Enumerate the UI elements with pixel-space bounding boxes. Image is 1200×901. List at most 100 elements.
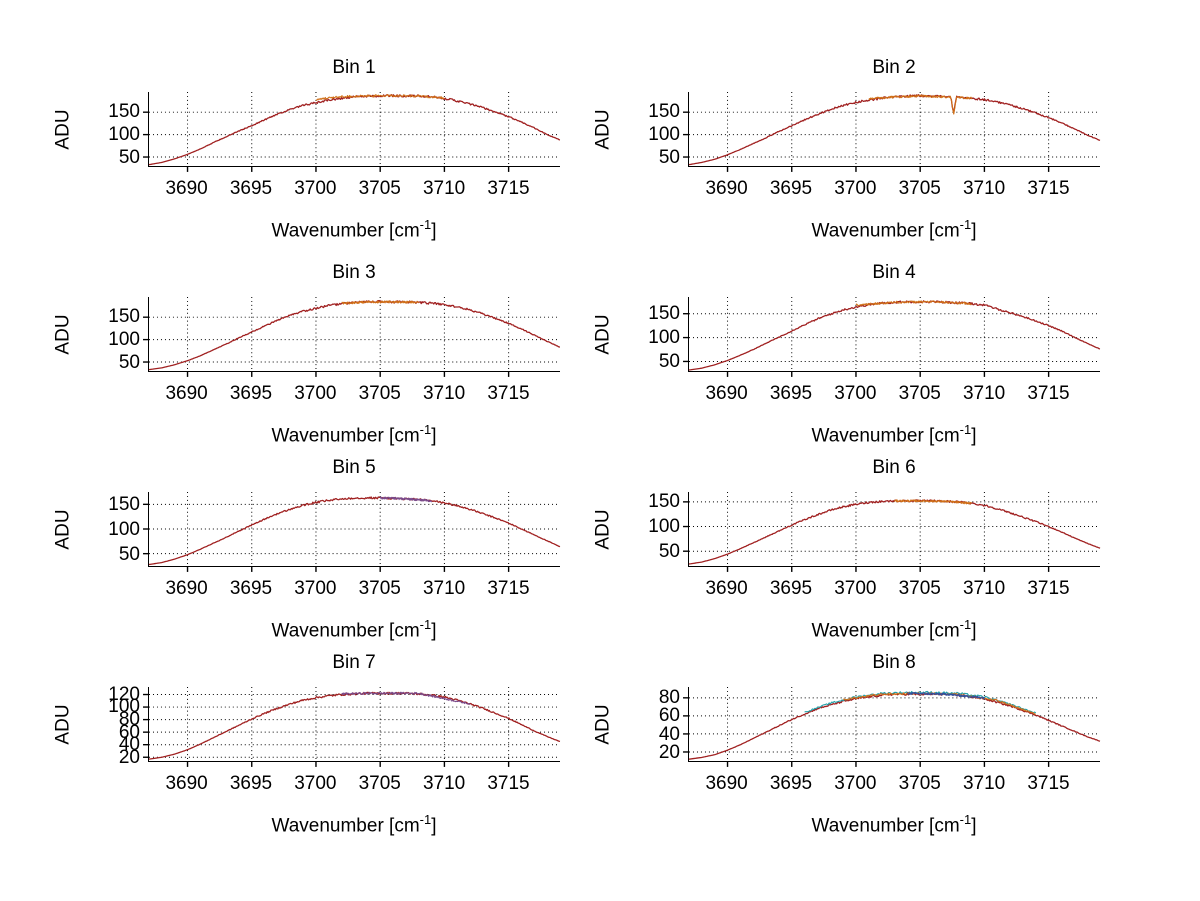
y-tick-label: 50 [658,146,680,168]
x-axis-label-bracket: ] [971,815,977,837]
y-tick-label: 150 [648,101,680,123]
data-traces-1 [148,94,561,166]
x-tick-label: 3710 [422,578,466,599]
x-tick-label: 3715 [1027,773,1070,794]
series-trace-orange [315,94,445,101]
y-tick-label: 80 [118,709,140,731]
x-axis-label-text: Wavenumber [cm [811,220,960,242]
plot-area-2 [683,92,1101,172]
y-tick-label: 150 [648,491,680,512]
x-axis-label: Wavenumber [cm-1] [688,810,1100,835]
y-tick-label: 60 [658,705,680,727]
y-tick-label: 40 [658,723,680,745]
x-tick-label: 3695 [229,578,273,599]
series-trace-orange [855,300,972,307]
series-trace-blue [907,691,985,700]
x-tick-label: 3715 [1027,578,1070,599]
x-tick-label: 3710 [962,383,1006,404]
x-axis-label-exponent: -1 [959,422,972,437]
x-axis-label-exponent: -1 [419,617,432,632]
x-tick-label: 3700 [294,578,337,599]
series-trace-purple [379,496,433,503]
y-tick-label: 20 [658,741,680,763]
panel-title-7: Bin 7 [332,652,376,673]
x-axis-label-exponent: -1 [419,812,432,827]
data-traces-6 [688,499,1101,565]
y-tick-label: 150 [108,493,140,515]
axes-frame-2 [683,92,1101,172]
x-tick-label: 3710 [422,773,466,794]
x-tick-label: 3695 [229,178,273,199]
panel-title-8: Bin 8 [872,652,916,673]
y-tick-label: 100 [108,696,140,718]
y-tick-label: 50 [658,541,680,562]
plot-area-7 [143,687,561,767]
data-traces-7 [148,691,561,760]
y-tick-label: 50 [118,351,140,373]
series-trace-red [688,692,1101,760]
x-tick-label: 3700 [834,383,877,404]
y-tick-label: 100 [648,327,680,349]
axes-frame-5 [143,492,561,572]
x-tick-label: 3715 [487,773,530,794]
x-tick-label: 3700 [294,773,337,794]
axes-frame-7 [143,687,561,767]
x-tick-label: 3690 [705,178,748,199]
x-axis-label-exponent: -1 [959,217,972,232]
series-trace-orange [868,94,973,115]
y-tick-label: 80 [658,686,680,708]
gridlines-8 [683,687,1100,767]
x-tick-label: 3690 [165,178,208,199]
panel-title-5: Bin 5 [332,457,376,478]
data-traces-2 [688,94,1101,166]
y-tick-label: 100 [648,516,680,537]
y-tick-label: 100 [108,124,140,146]
x-axis-label-text: Wavenumber [cm [811,425,960,447]
x-axis-label-text: Wavenumber [cm [811,815,960,837]
x-axis-label-text: Wavenumber [cm [811,620,960,642]
x-tick-label: 3695 [769,383,813,404]
plot-area-6 [683,492,1101,572]
x-tick-label: 3695 [229,383,273,404]
x-tick-label: 3715 [487,178,530,199]
y-tick-label: 100 [108,518,140,540]
x-axis-label-exponent: -1 [419,217,432,232]
gridlines-5 [143,492,560,572]
y-tick-label: 100 [648,124,680,146]
y-tick-label: 50 [118,146,140,168]
x-axis-label: Wavenumber [cm-1] [688,215,1100,240]
x-tick-label: 3690 [165,578,208,599]
x-axis-label-text: Wavenumber [cm [271,815,420,837]
x-axis-label-exponent: -1 [959,812,972,827]
x-axis-label: Wavenumber [cm-1] [688,420,1100,445]
x-tick-label: 3695 [769,178,813,199]
series-trace-orange [341,300,420,305]
x-tick-label: 3690 [705,578,748,599]
series-trace-red [148,496,561,566]
plot-area-4 [683,297,1101,377]
axes-frame-3 [143,297,561,377]
x-axis-label: Wavenumber [cm-1] [148,615,560,640]
y-tick-label: 20 [118,747,140,769]
x-tick-label: 3700 [834,578,877,599]
x-tick-label: 3700 [294,178,337,199]
x-tick-label: 3710 [422,178,466,199]
x-tick-label: 3690 [705,383,748,404]
gridlines-1 [143,92,560,172]
x-tick-label: 3695 [769,773,813,794]
y-tick-label: 150 [108,306,140,328]
x-tick-label: 3710 [422,383,466,404]
x-axis-label-bracket: ] [971,425,977,447]
x-tick-label: 3690 [165,773,208,794]
x-tick-label: 3695 [769,578,813,599]
panel-title-6: Bin 6 [872,457,916,478]
y-tick-label: 100 [108,329,140,351]
x-axis-label-text: Wavenumber [cm [271,220,420,242]
plot-area-3 [143,297,561,377]
x-axis-label-bracket: ] [971,220,977,242]
x-tick-label: 3695 [229,773,273,794]
